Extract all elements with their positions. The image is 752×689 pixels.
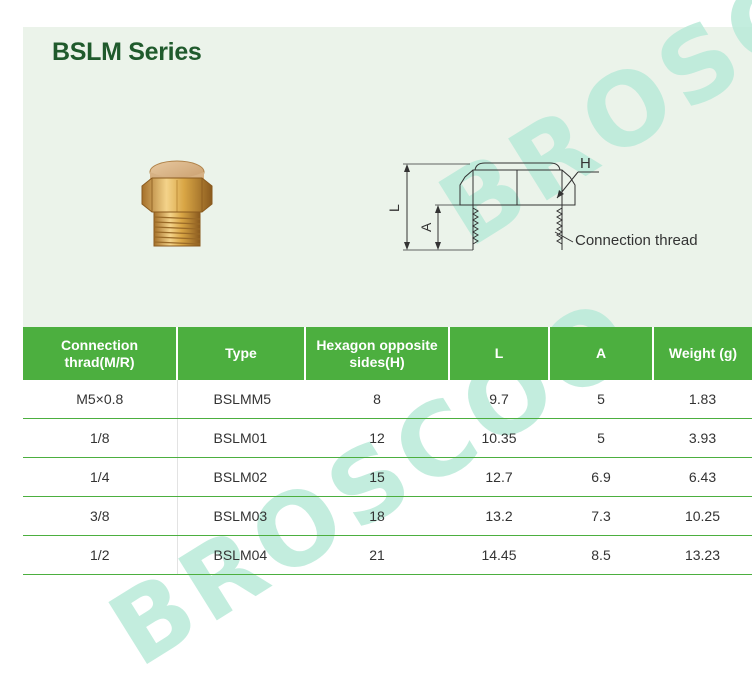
cell-hexagon: 12 bbox=[305, 418, 449, 458]
dimension-l-label: L bbox=[386, 204, 402, 212]
cell-weight: 1.83 bbox=[653, 380, 752, 419]
cell-a: 6.9 bbox=[549, 457, 653, 497]
header-connection-thread: Connection thrad(M/R) bbox=[23, 327, 178, 380]
cell-hexagon: 15 bbox=[305, 457, 449, 497]
table-row: 3/8 BSLM03 18 13.2 7.3 10.25 bbox=[23, 496, 752, 536]
brass-silencer-image bbox=[141, 160, 213, 247]
header-type: Type bbox=[177, 327, 306, 380]
cell-a: 5 bbox=[549, 418, 653, 458]
cell-thread: 1/4 bbox=[23, 457, 177, 497]
table-row: 1/2 BSLM04 21 14.45 8.5 13.23 bbox=[23, 535, 752, 575]
cell-type: BSLMM5 bbox=[176, 380, 305, 419]
header-weight: Weight (g) bbox=[653, 327, 752, 380]
dimension-diagram: L A H bbox=[386, 155, 599, 251]
cell-l: 9.7 bbox=[449, 380, 549, 419]
cell-l: 10.35 bbox=[449, 418, 549, 458]
connection-thread-label: Connection thread bbox=[575, 232, 698, 249]
table-row: 1/8 BSLM01 12 10.35 5 3.93 bbox=[23, 418, 752, 458]
cell-l: 14.45 bbox=[449, 535, 549, 575]
cell-a: 7.3 bbox=[549, 496, 653, 536]
cell-type: BSLM01 bbox=[176, 418, 305, 458]
cell-thread: 1/8 bbox=[23, 418, 177, 458]
header-hexagon: Hexagon opposite sides(H) bbox=[305, 327, 450, 380]
cell-thread: M5×0.8 bbox=[23, 380, 177, 419]
header-a: A bbox=[549, 327, 654, 380]
cell-type: BSLM04 bbox=[176, 535, 305, 575]
cell-type: BSLM03 bbox=[176, 496, 305, 536]
cell-thread: 1/2 bbox=[23, 535, 177, 575]
cell-weight: 6.43 bbox=[653, 457, 752, 497]
cell-l: 13.2 bbox=[449, 496, 549, 536]
cell-weight: 13.23 bbox=[653, 535, 752, 575]
product-panel bbox=[23, 27, 752, 327]
cell-weight: 10.25 bbox=[653, 496, 752, 536]
cell-l: 12.7 bbox=[449, 457, 549, 497]
table-row: 1/4 BSLM02 15 12.7 6.9 6.43 bbox=[23, 457, 752, 497]
spec-table: Connection thrad(M/R) Type Hexagon oppos… bbox=[23, 327, 752, 575]
cell-a: 8.5 bbox=[549, 535, 653, 575]
table-header-row: Connection thrad(M/R) Type Hexagon oppos… bbox=[23, 327, 752, 380]
header-l: L bbox=[449, 327, 550, 380]
cell-hexagon: 8 bbox=[305, 380, 449, 419]
page-title: BSLM Series bbox=[52, 38, 202, 66]
cell-a: 5 bbox=[549, 380, 653, 419]
cell-weight: 3.93 bbox=[653, 418, 752, 458]
dimension-h-label: H bbox=[580, 155, 591, 172]
cell-hexagon: 18 bbox=[305, 496, 449, 536]
dimension-a-label: A bbox=[418, 222, 434, 232]
cell-type: BSLM02 bbox=[176, 457, 305, 497]
cell-thread: 3/8 bbox=[23, 496, 177, 536]
cell-hexagon: 21 bbox=[305, 535, 449, 575]
table-row: M5×0.8 BSLMM5 8 9.7 5 1.83 bbox=[23, 380, 752, 419]
